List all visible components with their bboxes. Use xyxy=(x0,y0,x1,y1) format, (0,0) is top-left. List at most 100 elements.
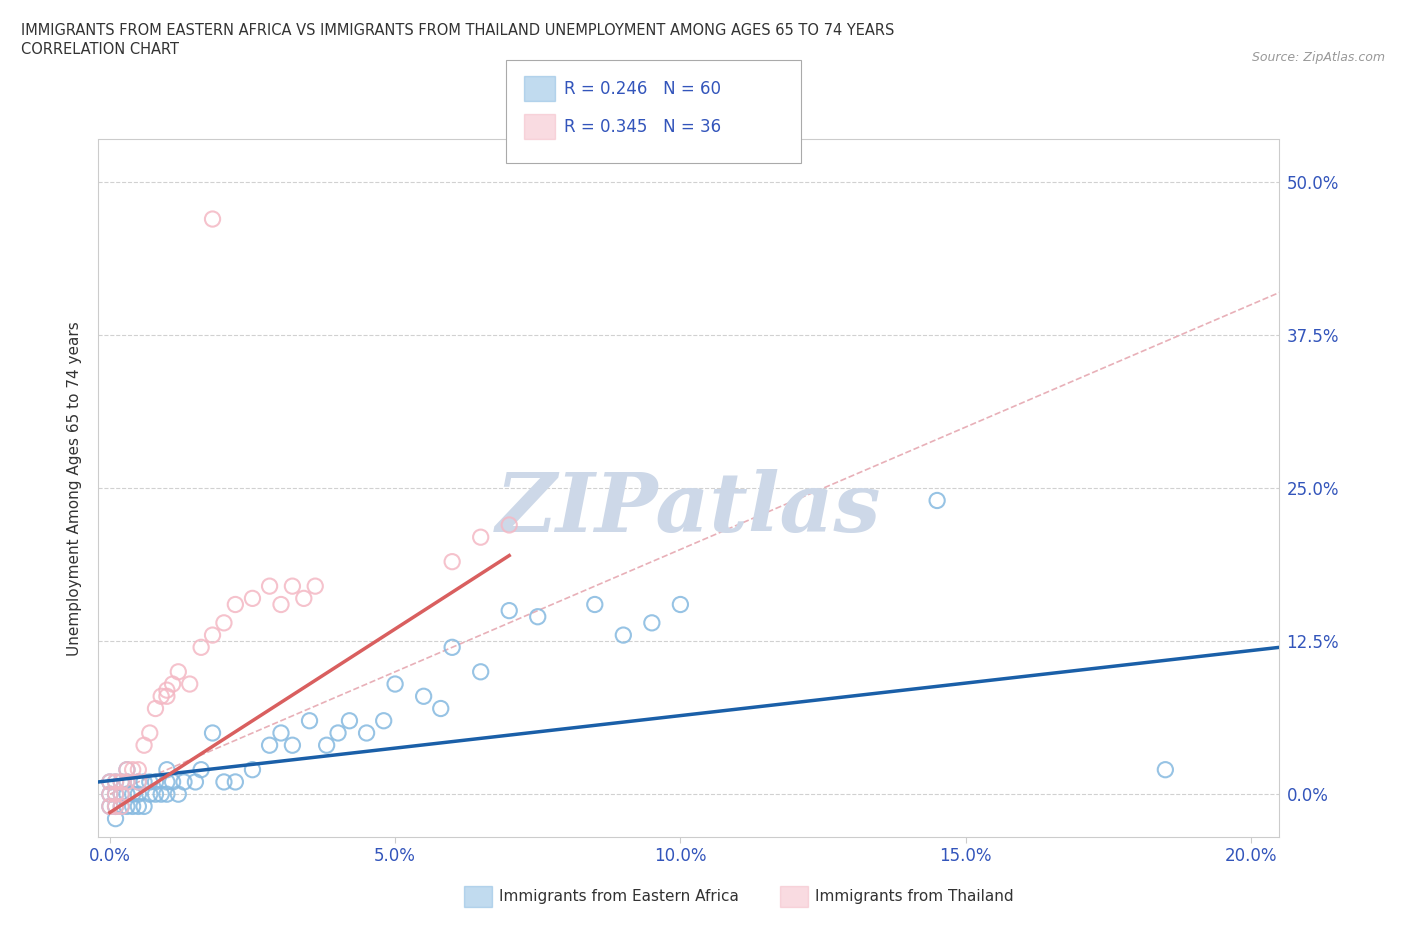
Text: R = 0.345   N = 36: R = 0.345 N = 36 xyxy=(564,118,721,137)
Point xyxy=(115,799,138,814)
Point xyxy=(98,799,121,814)
Point xyxy=(242,763,264,777)
Text: Immigrants from Eastern Africa: Immigrants from Eastern Africa xyxy=(499,889,740,904)
Point xyxy=(315,737,337,752)
Point xyxy=(281,737,304,752)
Point xyxy=(110,775,132,790)
Point xyxy=(104,775,127,790)
Point xyxy=(304,578,326,593)
Point xyxy=(98,799,121,814)
Point xyxy=(156,689,179,704)
Text: R = 0.246   N = 60: R = 0.246 N = 60 xyxy=(564,80,721,99)
Y-axis label: Unemployment Among Ages 65 to 74 years: Unemployment Among Ages 65 to 74 years xyxy=(67,321,83,656)
Text: ZIPatlas: ZIPatlas xyxy=(496,469,882,550)
Point xyxy=(127,775,149,790)
Text: Source: ZipAtlas.com: Source: ZipAtlas.com xyxy=(1251,51,1385,64)
Point xyxy=(270,725,292,740)
Point xyxy=(242,591,264,605)
Point xyxy=(373,713,395,728)
Point xyxy=(384,677,406,692)
Point xyxy=(98,775,121,790)
Point xyxy=(104,787,127,802)
Point xyxy=(292,591,315,605)
Point xyxy=(470,530,492,545)
Point xyxy=(139,787,162,802)
Point xyxy=(98,787,121,802)
Point xyxy=(127,787,149,802)
Point xyxy=(145,701,167,716)
Point xyxy=(156,787,179,802)
Point xyxy=(104,775,127,790)
Point xyxy=(127,799,149,814)
Point xyxy=(145,787,167,802)
Point xyxy=(156,683,179,698)
Text: IMMIGRANTS FROM EASTERN AFRICA VS IMMIGRANTS FROM THAILAND UNEMPLOYMENT AMONG AG: IMMIGRANTS FROM EASTERN AFRICA VS IMMIGR… xyxy=(21,23,894,38)
Point xyxy=(201,628,224,643)
Point xyxy=(132,799,155,814)
Point xyxy=(115,775,138,790)
Point xyxy=(110,799,132,814)
Point xyxy=(150,689,173,704)
Point xyxy=(132,775,155,790)
Point xyxy=(167,664,190,679)
Point xyxy=(498,517,520,532)
Point xyxy=(212,616,235,631)
Point xyxy=(110,799,132,814)
Point xyxy=(356,725,378,740)
Point xyxy=(259,578,281,593)
Point xyxy=(162,775,184,790)
Point xyxy=(167,787,190,802)
Point xyxy=(583,597,606,612)
Point xyxy=(190,763,212,777)
Point xyxy=(139,775,162,790)
Point xyxy=(641,616,664,631)
Point xyxy=(139,725,162,740)
Point xyxy=(110,787,132,802)
Point xyxy=(110,787,132,802)
Point xyxy=(429,701,451,716)
Point xyxy=(526,609,548,624)
Point xyxy=(441,554,464,569)
Point xyxy=(470,664,492,679)
Point xyxy=(104,799,127,814)
Point xyxy=(184,775,207,790)
Point xyxy=(104,799,127,814)
Point xyxy=(145,775,167,790)
Point xyxy=(121,763,143,777)
Text: Immigrants from Thailand: Immigrants from Thailand xyxy=(815,889,1014,904)
Point xyxy=(115,787,138,802)
Point xyxy=(162,677,184,692)
Point xyxy=(127,763,149,777)
Point xyxy=(121,799,143,814)
Point xyxy=(173,775,195,790)
Point xyxy=(104,811,127,826)
Point xyxy=(201,212,224,227)
Point xyxy=(498,604,520,618)
Point xyxy=(298,713,321,728)
Point xyxy=(224,597,246,612)
Point xyxy=(212,775,235,790)
Point xyxy=(156,763,179,777)
Point xyxy=(127,775,149,790)
Point xyxy=(190,640,212,655)
Point xyxy=(224,775,246,790)
Point xyxy=(121,787,143,802)
Point xyxy=(132,737,155,752)
Point xyxy=(259,737,281,752)
Point xyxy=(339,713,361,728)
Point xyxy=(441,640,464,655)
Point xyxy=(326,725,349,740)
Point xyxy=(115,763,138,777)
Point xyxy=(110,775,132,790)
Point xyxy=(115,763,138,777)
Point xyxy=(201,725,224,740)
Point xyxy=(98,775,121,790)
Point xyxy=(270,597,292,612)
Point xyxy=(669,597,692,612)
Point xyxy=(115,775,138,790)
Point xyxy=(156,775,179,790)
Point xyxy=(98,787,121,802)
Point xyxy=(1154,763,1177,777)
Point xyxy=(150,787,173,802)
Point xyxy=(612,628,634,643)
